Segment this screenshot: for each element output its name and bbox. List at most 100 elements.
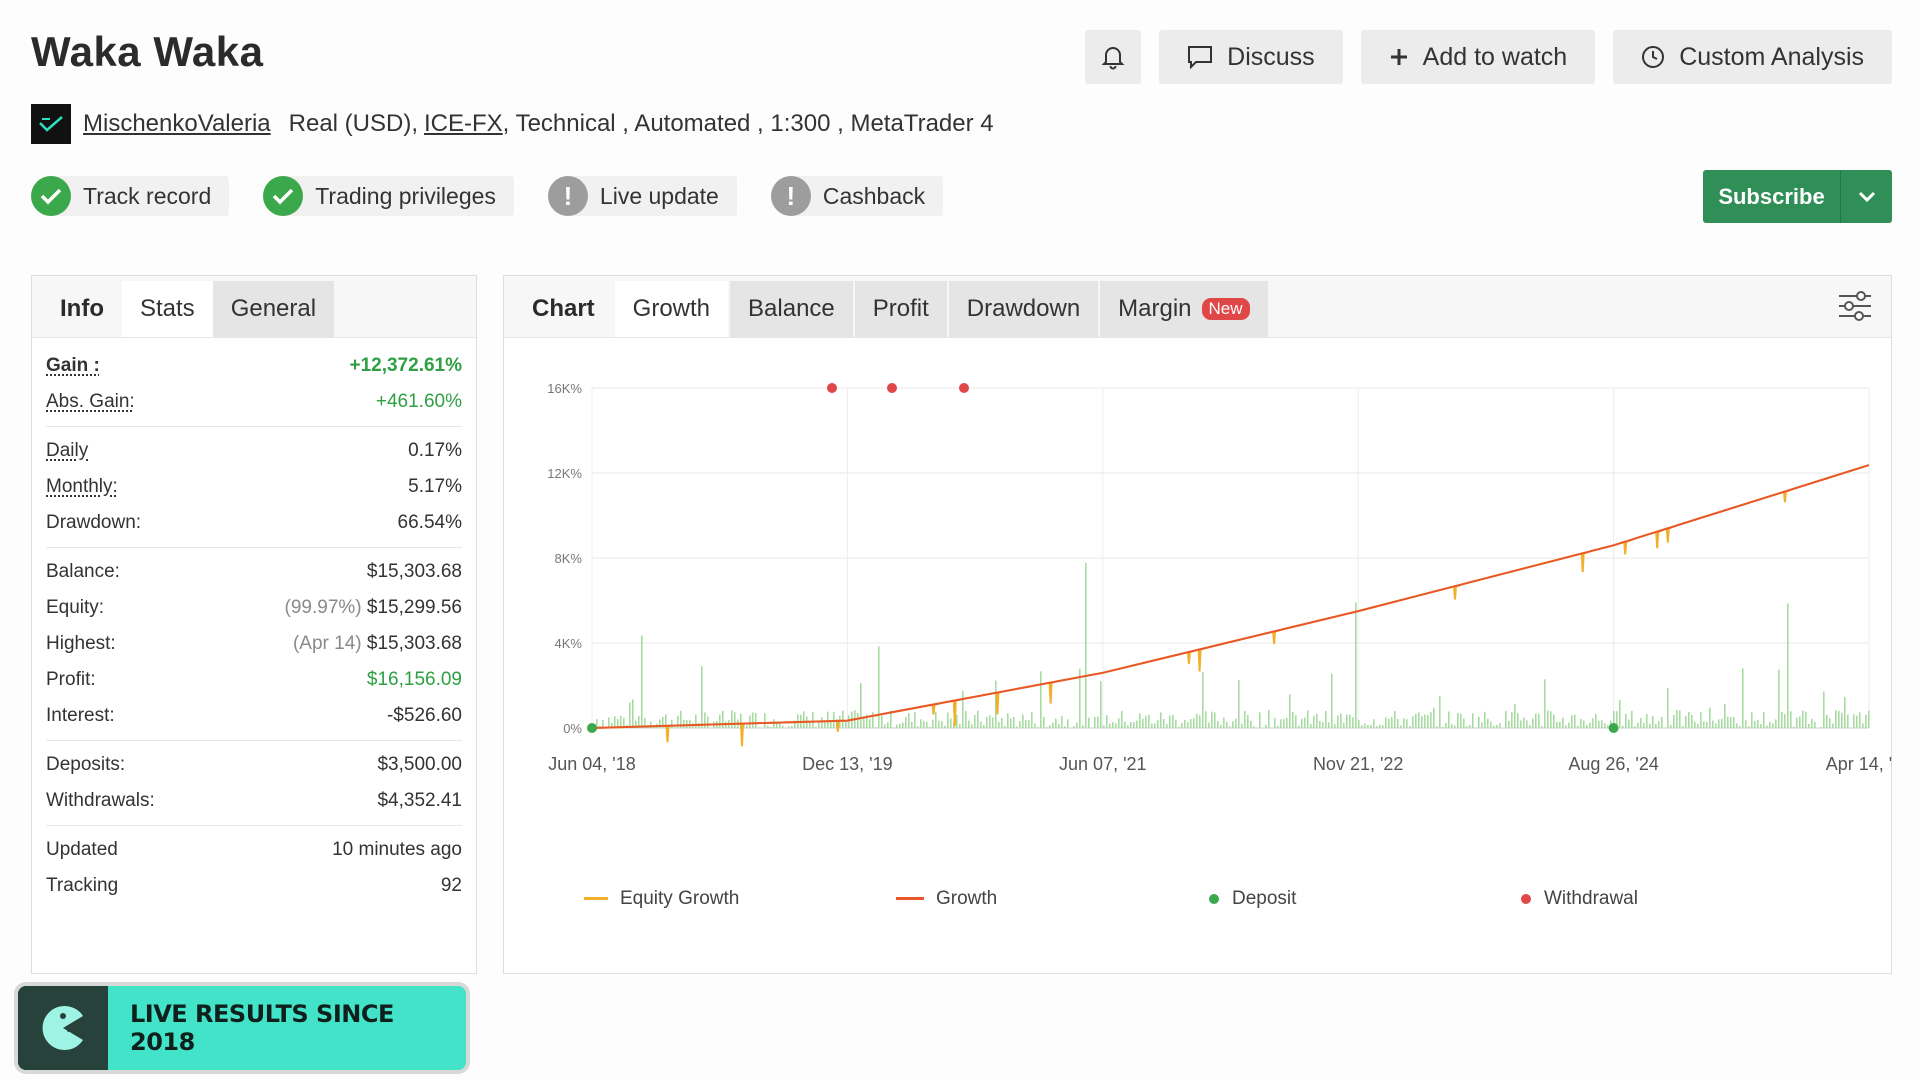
new-badge: New [1201, 298, 1250, 320]
volume-bar [1160, 712, 1162, 728]
tab-margin[interactable]: Margin New [1100, 281, 1268, 337]
volume-bar [1517, 713, 1519, 728]
volume-bar [653, 726, 655, 728]
volume-bar [1580, 718, 1582, 728]
volume-bar [1331, 673, 1333, 728]
custom-analysis-button[interactable]: Custom Analysis [1613, 30, 1892, 84]
volume-bar [1154, 723, 1156, 728]
volume-bar [1556, 721, 1558, 728]
volume-bar [704, 712, 706, 728]
stat-subvalue: (Apr 14) [292, 633, 362, 654]
tab-chart[interactable]: Chart [532, 295, 595, 322]
volume-bar [1013, 717, 1015, 728]
volume-bar [1220, 724, 1222, 728]
stat-label[interactable]: Abs. Gain: [46, 391, 135, 412]
volume-bar [614, 716, 616, 728]
volume-bar [1334, 724, 1336, 728]
chart-settings-button[interactable] [1837, 290, 1873, 327]
volume-bar [1454, 725, 1456, 728]
volume-bar [1514, 704, 1516, 728]
volume-bar [1280, 719, 1282, 728]
legend-withdrawal[interactable]: Withdrawal [1520, 888, 1832, 910]
volume-bar [1772, 723, 1774, 728]
stat-value: 5.17% [408, 476, 462, 497]
add-to-watch-button[interactable]: Add to watch [1360, 30, 1596, 84]
volume-bar [1547, 710, 1549, 728]
volume-bar [1139, 713, 1141, 728]
volume-bar [1187, 722, 1189, 728]
legend-equity-growth[interactable]: Equity Growth [584, 888, 896, 910]
subscribe-dropdown[interactable] [1840, 170, 1892, 223]
stats-panel: Info Stats General Gain : +12,372.61% Ab… [31, 275, 477, 974]
stat-label[interactable]: Monthly: [46, 476, 118, 497]
volume-bar [1265, 724, 1267, 728]
tab-growth[interactable]: Growth [614, 281, 729, 337]
legend-deposit[interactable]: Deposit [1208, 888, 1520, 910]
volume-bar [815, 726, 817, 728]
tab-profit[interactable]: Profit [854, 281, 947, 337]
badge-trading-privileges[interactable]: Trading privileges [263, 176, 514, 216]
legend-growth[interactable]: Growth [896, 888, 1208, 910]
growth-line [591, 464, 1870, 729]
volume-bar [1223, 717, 1225, 728]
volume-bar [1577, 725, 1579, 728]
volume-bar [1250, 720, 1252, 728]
volume-bar [917, 726, 919, 728]
x-tick-label: Nov 21, '22 [1313, 754, 1404, 774]
broker-link[interactable]: ICE-FX [424, 110, 503, 137]
growth-chart[interactable]: 0% 4K% 8K% 12K% 16K% Jun 04, '18 Dec 13, '19 Ju… [504, 338, 1893, 868]
subscribe-button[interactable]: Subscribe [1703, 170, 1892, 223]
badge-label: Cashback [822, 182, 926, 209]
badge-track-record[interactable]: Track record [31, 176, 230, 216]
volume-bar [1043, 716, 1045, 728]
badge-cashback[interactable]: ! Cashback [770, 176, 944, 216]
discuss-button[interactable]: Discuss [1159, 30, 1343, 84]
volume-bar [947, 712, 949, 728]
volume-bar [881, 715, 883, 728]
stat-value: $15,303.68 [366, 561, 462, 582]
volume-bar [641, 635, 643, 728]
stat-label: Balance: [46, 561, 120, 582]
volume-bar [1442, 726, 1444, 728]
tab-balance[interactable]: Balance [730, 281, 853, 337]
avatar[interactable] [31, 104, 71, 144]
volume-bar [842, 710, 844, 728]
volume-bar [950, 718, 952, 728]
divider [46, 547, 462, 548]
volume-bar [1448, 711, 1450, 728]
volume-bar [1586, 724, 1588, 728]
volume-bar [1766, 725, 1768, 728]
tab-stats[interactable]: Stats [121, 281, 213, 337]
volume-bar [1337, 715, 1339, 728]
volume-bar [1214, 712, 1216, 728]
x-tick-label: Apr 14, '26 [1826, 754, 1893, 774]
stat-label[interactable]: Daily [46, 440, 89, 461]
volume-bar [1100, 681, 1102, 728]
volume-bar [1838, 710, 1840, 728]
add-to-watch-label: Add to watch [1422, 42, 1568, 71]
volume-bar [893, 727, 895, 728]
tab-general[interactable]: General [212, 281, 335, 337]
checkmark-logo-icon [39, 116, 63, 132]
stat-label[interactable]: Gain : [46, 355, 100, 376]
tab-drawdown[interactable]: Drawdown [948, 281, 1099, 337]
live-results-banner[interactable]: LIVE RESULTS SINCE 2018 [14, 982, 470, 1074]
volume-bar [1130, 722, 1132, 728]
volume-bar [1865, 714, 1867, 728]
badge-live-update[interactable]: ! Live update [547, 176, 737, 216]
author-link[interactable]: MischenkoValeria [83, 110, 271, 137]
volume-bar [620, 715, 622, 728]
volume-bar [1145, 715, 1147, 728]
volume-bar [779, 722, 781, 728]
volume-bar [1118, 718, 1120, 728]
tab-info[interactable]: Info [60, 295, 104, 322]
legend-label: Equity Growth [620, 888, 740, 909]
info-tabs: Info Stats General [32, 276, 476, 338]
volume-bar [1715, 723, 1717, 728]
volume-bar [818, 722, 820, 728]
volume-bar [1820, 727, 1822, 728]
volume-bar [944, 725, 946, 728]
volume-bar [1355, 602, 1357, 728]
notifications-button[interactable] [1085, 30, 1142, 84]
volume-bar [1106, 715, 1108, 728]
